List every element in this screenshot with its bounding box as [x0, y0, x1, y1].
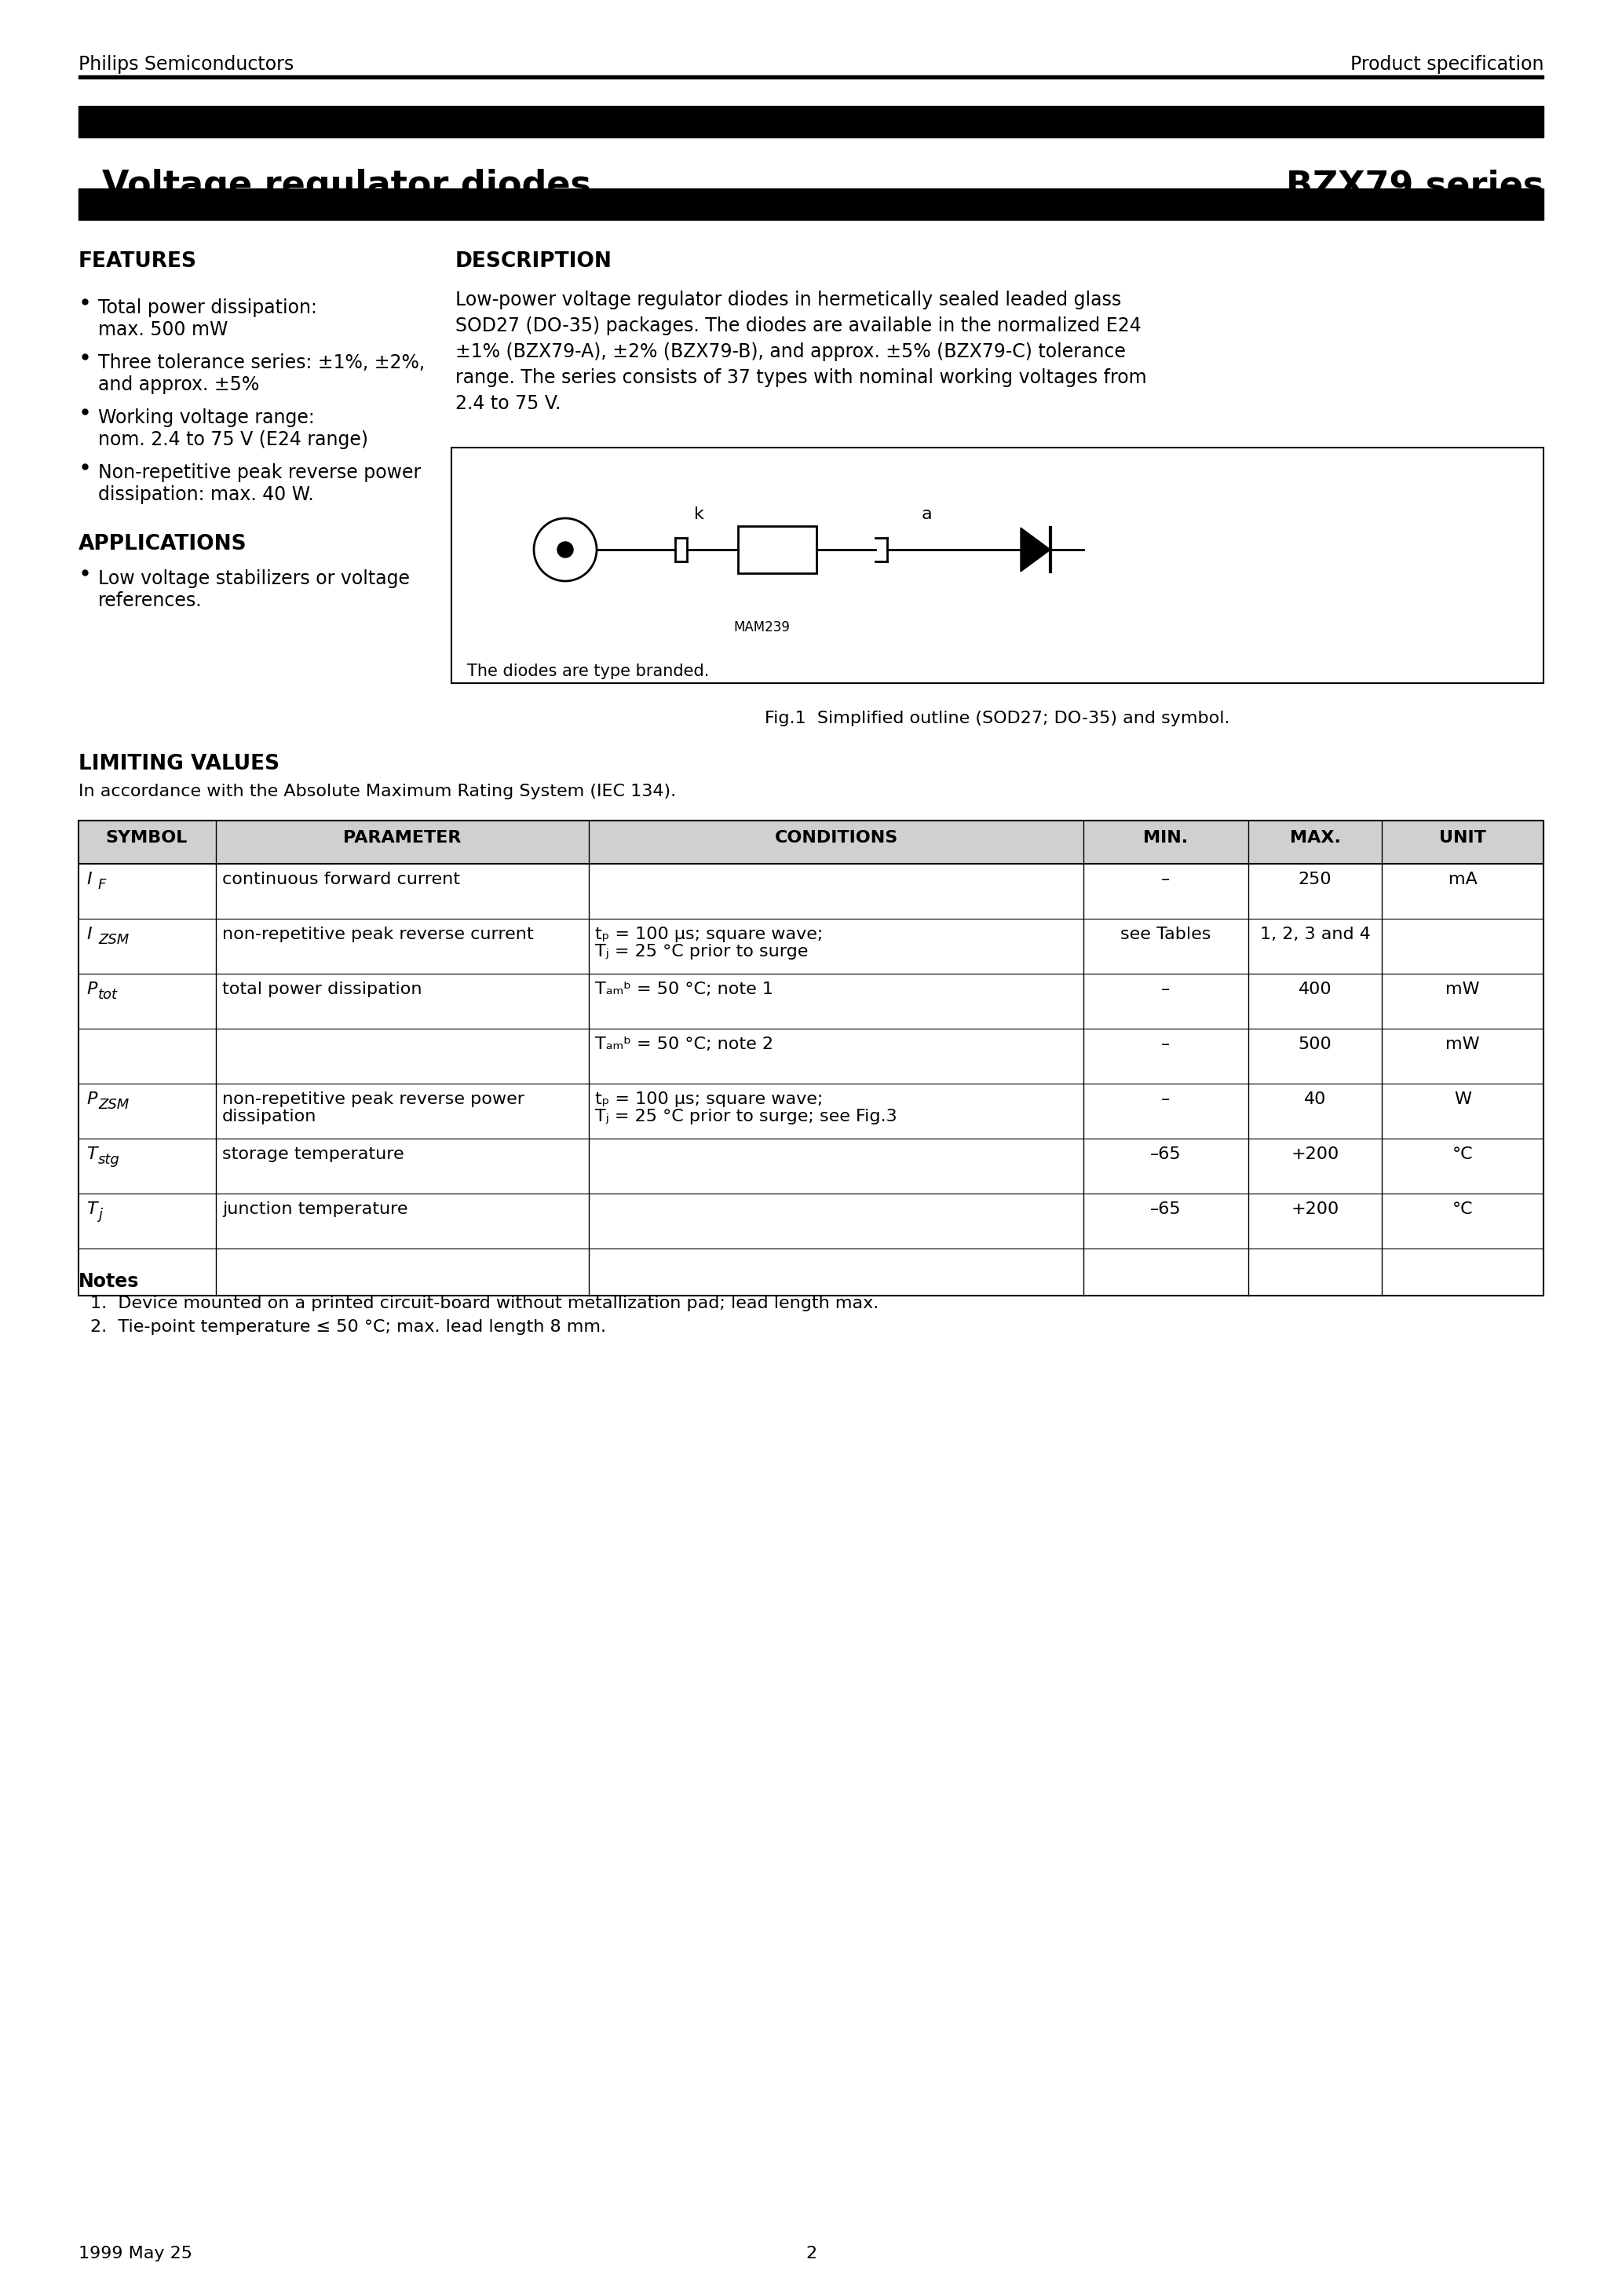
Bar [78, 820, 1544, 863]
Text: max. 500 mW: max. 500 mW [99, 321, 229, 340]
Text: nom. 2.4 to 75 V (E24 range): nom. 2.4 to 75 V (E24 range) [99, 429, 368, 450]
Text: Low-power voltage regulator diodes in hermetically sealed leaded glass: Low-power voltage regulator diodes in he… [456, 292, 1121, 310]
Text: junction temperature: junction temperature [222, 1201, 407, 1217]
Bar [78, 188, 1544, 220]
Text: and approx. ±5%: and approx. ±5% [99, 374, 260, 395]
Text: k: k [694, 507, 704, 521]
Polygon shape [1020, 528, 1051, 572]
Text: ZSM: ZSM [99, 1097, 130, 1111]
Text: –65: –65 [1150, 1146, 1181, 1162]
Text: dissipation: max. 40 W.: dissipation: max. 40 W. [99, 484, 313, 505]
Text: P: P [86, 1091, 97, 1107]
Text: tₚ = 100 μs; square wave;: tₚ = 100 μs; square wave; [595, 928, 822, 941]
Text: –: – [1161, 1035, 1171, 1052]
Text: 40: 40 [1304, 1091, 1327, 1107]
Text: continuous forward current: continuous forward current [222, 872, 461, 886]
Text: 2: 2 [806, 2245, 816, 2262]
Text: MIN.: MIN. [1144, 829, 1189, 845]
Text: °C: °C [1452, 1201, 1473, 1217]
Text: Philips Semiconductors: Philips Semiconductors [78, 55, 294, 73]
Text: Fig.1  Simplified outline (SOD27; DO-35) and symbol.: Fig.1 Simplified outline (SOD27; DO-35) … [764, 712, 1229, 726]
Text: mW: mW [1445, 1035, 1479, 1052]
Bar [78, 106, 1544, 138]
Text: Working voltage range:: Working voltage range: [99, 409, 315, 427]
Text: F: F [99, 877, 107, 893]
Bar [78, 76, 1544, 78]
Text: FEATURES: FEATURES [78, 250, 196, 271]
Text: SYMBOL: SYMBOL [105, 829, 188, 845]
Text: tₚ = 100 μs; square wave;: tₚ = 100 μs; square wave; [595, 1091, 822, 1107]
Text: see Tables: see Tables [1121, 928, 1212, 941]
Text: SOD27 (DO-35) packages. The diodes are available in the normalized E24: SOD27 (DO-35) packages. The diodes are a… [456, 317, 1142, 335]
Text: tot: tot [99, 987, 118, 1001]
Text: 1.  Device mounted on a printed circuit-board without metallization pad; lead le: 1. Device mounted on a printed circuit-b… [91, 1295, 879, 1311]
Text: non-repetitive peak reverse power: non-repetitive peak reverse power [222, 1091, 524, 1107]
Text: a: a [921, 507, 931, 521]
Circle shape [534, 519, 597, 581]
Text: –65: –65 [1150, 1201, 1181, 1217]
Text: Notes: Notes [78, 1272, 139, 1290]
Text: I: I [86, 928, 91, 941]
Text: ±1% (BZX79-A), ±2% (BZX79-B), and approx. ±5% (BZX79-C) tolerance: ±1% (BZX79-A), ±2% (BZX79-B), and approx… [456, 342, 1126, 360]
Text: Non-repetitive peak reverse power: Non-repetitive peak reverse power [99, 464, 422, 482]
Text: Tₐₘᵇ = 50 °C; note 1: Tₐₘᵇ = 50 °C; note 1 [595, 980, 774, 996]
Text: ZSM: ZSM [99, 932, 130, 946]
Text: In accordance with the Absolute Maximum Rating System (IEC 134).: In accordance with the Absolute Maximum … [78, 783, 676, 799]
Text: j: j [99, 1208, 102, 1221]
Text: Three tolerance series: ±1%, ±2%,: Three tolerance series: ±1%, ±2%, [99, 354, 425, 372]
Text: Tⱼ = 25 °C prior to surge: Tⱼ = 25 °C prior to surge [595, 944, 808, 960]
Text: references.: references. [99, 592, 203, 611]
Text: 400: 400 [1298, 980, 1332, 996]
Bar [738, 526, 816, 574]
Text: MAM239: MAM239 [733, 620, 790, 634]
Text: UNIT: UNIT [1439, 829, 1486, 845]
Text: PARAMETER: PARAMETER [342, 829, 461, 845]
Text: non-repetitive peak reverse current: non-repetitive peak reverse current [222, 928, 534, 941]
Text: range. The series consists of 37 types with nominal working voltages from: range. The series consists of 37 types w… [456, 367, 1147, 388]
Text: Tₐₘᵇ = 50 °C; note 2: Tₐₘᵇ = 50 °C; note 2 [595, 1035, 774, 1052]
Text: T: T [86, 1146, 97, 1162]
Text: Voltage regulator diodes: Voltage regulator diodes [102, 170, 590, 202]
Bar [78, 820, 1544, 1295]
Text: CONDITIONS: CONDITIONS [774, 829, 899, 845]
Text: MAX.: MAX. [1289, 829, 1340, 845]
Text: mW: mW [1445, 980, 1479, 996]
Text: 1999 May 25: 1999 May 25 [78, 2245, 193, 2262]
Text: +200: +200 [1291, 1201, 1340, 1217]
Circle shape [558, 542, 573, 558]
Text: 2.4 to 75 V.: 2.4 to 75 V. [456, 395, 561, 413]
Text: 2.  Tie-point temperature ≤ 50 °C; max. lead length 8 mm.: 2. Tie-point temperature ≤ 50 °C; max. l… [91, 1320, 607, 1334]
Text: +200: +200 [1291, 1146, 1340, 1162]
Text: Tⱼ = 25 °C prior to surge; see Fig.3: Tⱼ = 25 °C prior to surge; see Fig.3 [595, 1109, 897, 1125]
Text: mA: mA [1448, 872, 1478, 886]
Text: stg: stg [99, 1153, 120, 1166]
Text: dissipation: dissipation [222, 1109, 316, 1125]
Text: W: W [1453, 1091, 1471, 1107]
Text: LIMITING VALUES: LIMITING VALUES [78, 753, 279, 774]
Text: storage temperature: storage temperature [222, 1146, 404, 1162]
Text: –: – [1161, 980, 1171, 996]
Text: total power dissipation: total power dissipation [222, 980, 422, 996]
Text: 250: 250 [1298, 872, 1332, 886]
Text: The diodes are type branded.: The diodes are type branded. [467, 664, 709, 680]
Text: Product specification: Product specification [1350, 55, 1544, 73]
Text: –: – [1161, 1091, 1171, 1107]
Text: 1, 2, 3 and 4: 1, 2, 3 and 4 [1260, 928, 1371, 941]
Bar [451, 448, 1544, 684]
Text: –: – [1161, 872, 1171, 886]
Text: I: I [86, 872, 91, 886]
Text: T: T [86, 1201, 97, 1217]
Text: BZX79 series: BZX79 series [1286, 170, 1544, 202]
Text: DESCRIPTION: DESCRIPTION [456, 250, 611, 271]
Text: °C: °C [1452, 1146, 1473, 1162]
Text: 500: 500 [1298, 1035, 1332, 1052]
Text: Low voltage stabilizers or voltage: Low voltage stabilizers or voltage [99, 569, 410, 588]
Text: P: P [86, 980, 97, 996]
Text: APPLICATIONS: APPLICATIONS [78, 535, 247, 553]
Text: Total power dissipation:: Total power dissipation: [99, 298, 316, 317]
